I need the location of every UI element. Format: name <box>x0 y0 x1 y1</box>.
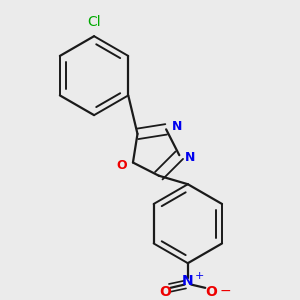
Text: N: N <box>185 151 196 164</box>
Text: O: O <box>205 285 217 299</box>
Text: Cl: Cl <box>87 15 101 29</box>
Text: N: N <box>172 120 182 133</box>
Text: −: − <box>219 284 231 298</box>
Text: O: O <box>116 159 127 172</box>
Text: O: O <box>159 285 171 299</box>
Text: N: N <box>182 274 194 288</box>
Text: +: + <box>194 271 204 281</box>
